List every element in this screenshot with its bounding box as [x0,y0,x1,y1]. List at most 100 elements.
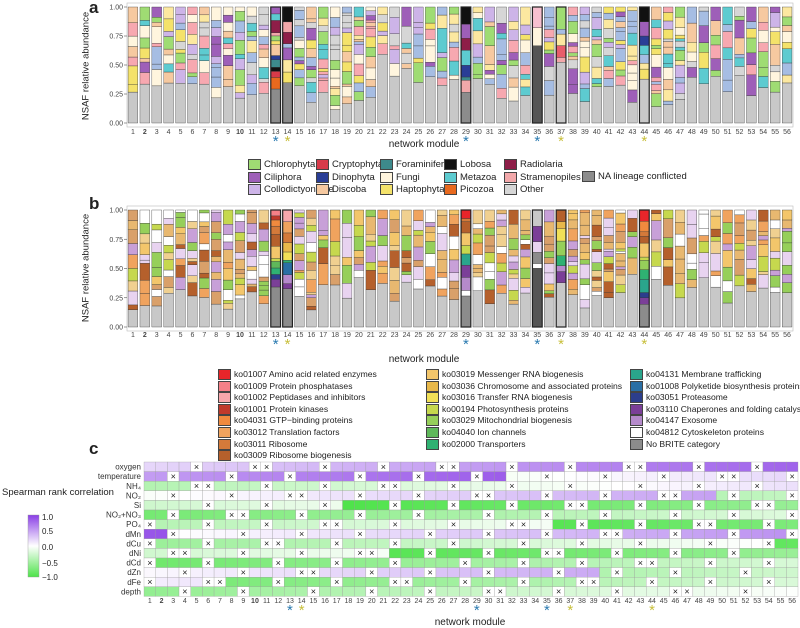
highlight-outline [555,6,567,124]
panel-label-c: c [89,439,99,458]
heatmap-cell [634,548,647,559]
highlight-asterisk: * [641,336,647,353]
bar-segment [746,278,757,285]
heatmap-cell [482,481,495,491]
heatmap-cell [330,586,343,597]
heatmap-cell [435,538,448,549]
bar-segment [544,49,555,54]
heatmap-cell [622,567,635,578]
bar-segment [139,37,150,49]
bar-segment [520,86,531,96]
heatmap-cell [692,567,705,578]
heatmap-cell [494,461,507,472]
bar-segment [651,266,662,280]
x-tick-label: 38 [569,332,577,339]
bar-segment [508,77,519,88]
heatmap-cell [400,500,413,511]
heatmap-cell [389,529,402,539]
heatmap-cell [727,500,740,511]
bar-segment [389,300,400,328]
heatmap-cross: × [392,500,397,510]
x-tick-label: 49 [700,129,708,136]
heatmap-cell [237,519,250,530]
bar-segment [460,290,471,297]
heatmap-cell [389,490,402,501]
heatmap-cell [505,490,518,501]
bar-segment [758,287,769,328]
bar-segment [187,275,198,283]
heatmap-cross: × [754,462,759,472]
bar-segment [318,263,329,285]
bar-segment [199,212,210,223]
heatmap-cross: × [556,587,561,597]
bar-segment [615,284,626,293]
legend-item: ko01001 Protein kinases [218,403,328,415]
bar-segment [603,28,614,39]
bar-segment [437,250,448,260]
bar-segment [258,6,269,15]
heatmap-cell [657,557,670,568]
bar-segment [698,6,709,12]
heatmap-cell [365,500,378,511]
bar-segment [175,212,186,218]
bar-segment [579,307,590,328]
heatmap-cross: × [673,548,678,558]
legend-item: ko04031 GTP−binding proteins [218,415,353,427]
heatmap-cell [412,538,425,549]
heatmap-cell [237,577,250,587]
x-tick-label: 43 [629,332,637,339]
bar-segment [710,35,721,46]
heatmap-cell [657,577,670,587]
bar-segment [413,234,424,248]
bar-segment [520,234,531,240]
bar-segment [520,39,531,53]
bar-segment [246,52,257,63]
bar-segment [782,231,793,244]
bar-segment [437,28,448,53]
heatmap-cell [155,471,168,482]
bar-segment [330,86,341,89]
heatmap-cell [669,557,682,568]
highlight-outline [531,6,543,124]
bar-segment [603,297,614,328]
bar-segment [603,235,614,243]
bar-segment [211,6,222,21]
heatmap-cell [622,577,635,587]
bar-segment [175,227,186,234]
bar-segment [627,72,638,81]
heatmap-cell [365,471,378,482]
bar-segment [770,292,781,328]
x-tick-label: 5 [179,129,183,136]
bar-segment [603,78,614,87]
heatmap-cell [213,586,226,597]
heatmap-cell [786,538,799,549]
bar-segment [651,81,662,85]
legend-swatch [316,184,329,195]
heatmap-cell [739,529,752,539]
highlight-asterisk: * [285,133,291,150]
heatmap-cross: × [357,510,362,520]
bar-segment [389,33,400,47]
heatmap-cell [727,461,740,472]
bar-segment [615,75,626,86]
bar-segment [520,230,531,236]
bar-segment [246,83,257,95]
bar-segment [472,264,483,269]
x-tick-label: 22 [391,598,399,605]
heatmap-cross: × [264,481,269,491]
highlight-asterisk: * [558,336,564,353]
heatmap-cell [248,548,261,559]
legend-item: Metazoa [444,171,496,183]
heatmap-cell [190,557,203,568]
bar-segment [341,257,353,266]
heatmap-cell [178,529,191,539]
bar-segment [770,251,781,259]
heatmap-row-label: NO₂+NO₃ [106,511,141,520]
bar-segment [472,290,483,328]
x-tick-label: 26 [426,129,434,136]
heatmap-cell [552,509,565,520]
heatmap-cell [447,529,460,539]
x-tick-label: 31 [496,598,504,605]
heatmap-cell [283,557,296,568]
legend-label: ko00194 Photosynthesis proteins [442,403,569,414]
